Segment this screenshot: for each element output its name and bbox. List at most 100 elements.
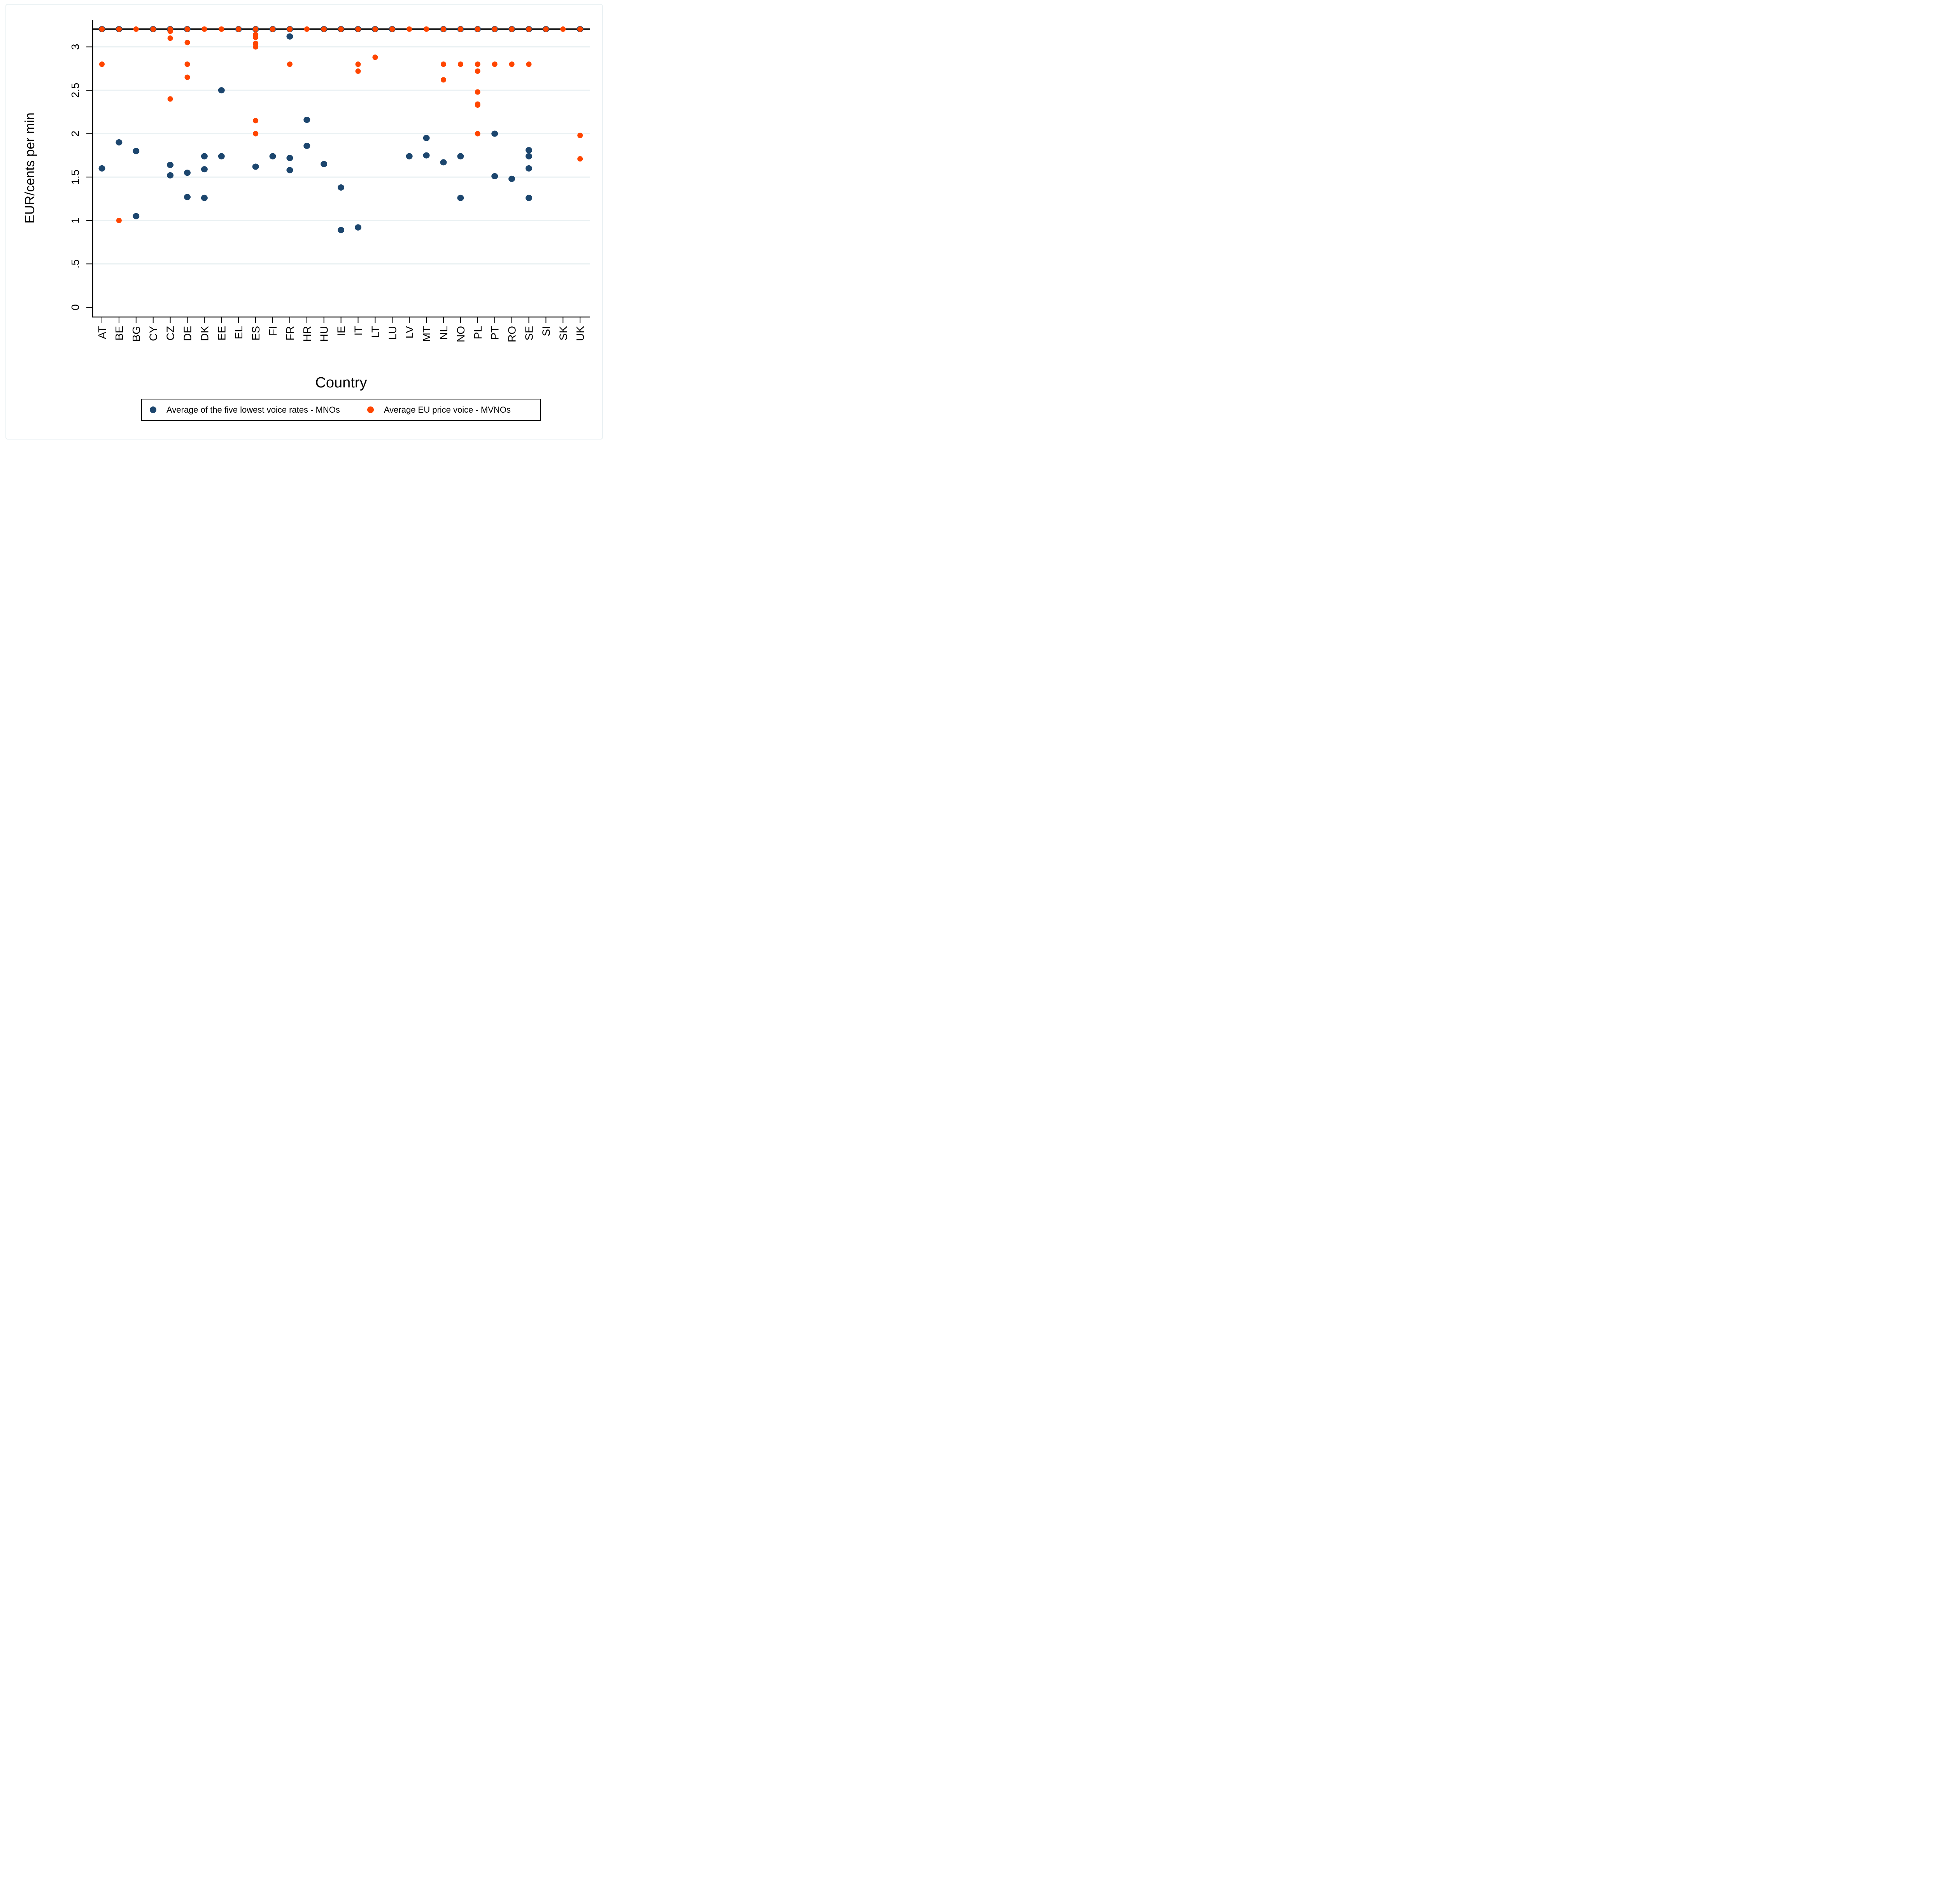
y-axis-title: EUR/cents per min [23, 112, 37, 223]
mvno-point-se [526, 61, 532, 67]
legend-label-mvnos: Average EU price voice - MVNOs [384, 405, 511, 415]
mvno-point-no [457, 26, 463, 32]
mvno-point-cz [167, 28, 173, 34]
y-tick-label: 1.5 [69, 170, 81, 185]
x-axis-title: Country [315, 375, 367, 391]
x-tick-label-se: SE [523, 326, 535, 340]
mvno-point-lt [372, 54, 378, 60]
mvno-point-hu [321, 26, 327, 32]
x-tick-label-at: AT [96, 326, 108, 339]
legend: Average of the five lowest voice rates -… [141, 399, 541, 421]
x-tick-label-nl: NL [438, 326, 450, 340]
x-tick-label-mt: MT [421, 326, 433, 342]
y-tick-label: .5 [69, 259, 81, 268]
x-tick-label-el: EL [233, 326, 245, 339]
mvno-point-es [253, 26, 259, 32]
mno-point-dk [201, 153, 208, 159]
mno-point-cz [167, 172, 174, 179]
mno-point-dk [201, 194, 208, 201]
x-tick-label-de: DE [182, 326, 194, 341]
gridlines [93, 46, 590, 264]
x-tick-label-cy: CY [147, 326, 159, 341]
x-tick-label-no: NO [455, 326, 467, 342]
mvno-point-uk [577, 26, 583, 32]
mno-point-pt [491, 130, 498, 137]
legend-marker-navy-dot-icon [150, 406, 156, 413]
mvno-point-pl [475, 61, 480, 67]
mvno-point-es [253, 44, 259, 50]
mno-point-hr [303, 116, 310, 123]
y-tick-label: 2.5 [69, 83, 81, 98]
mno-point-de [184, 170, 191, 176]
x-tick-label-bg: BG [130, 326, 142, 342]
mno-point-se [526, 165, 532, 172]
x-tick-label-ee: EE [216, 326, 228, 340]
scatter-chart: 0 .5 1 1.5 2 2.5 3 AT BE BG CY CZ DE DK EE EL ES FI FR HR H… [23, 20, 590, 391]
mvno-point-si [543, 26, 549, 32]
mno-point-no [457, 153, 464, 159]
mno-point-lv [406, 153, 413, 159]
mno-point-fi [269, 153, 276, 159]
mvno-point-nl [441, 61, 446, 67]
mvno-point-es [253, 118, 259, 124]
mvno-point-nl [441, 77, 446, 83]
mvno-point-mt [424, 26, 429, 32]
data-points [98, 26, 584, 233]
mvno-point-pt [492, 61, 498, 67]
mvno-point-uk [577, 156, 583, 162]
mvno-point-ro [509, 26, 515, 32]
mvno-point-it [355, 61, 361, 67]
mno-point-es [252, 163, 259, 170]
mno-point-ee [218, 87, 225, 94]
mvno-point-lu [389, 26, 395, 32]
mno-point-fr [286, 167, 293, 173]
mno-point-fr [286, 155, 293, 161]
mvno-point-lt [372, 26, 378, 32]
mvno-point-pl [475, 26, 480, 32]
mno-point-cz [167, 162, 174, 168]
mno-point-ie [338, 184, 345, 191]
mvno-point-de [184, 74, 190, 80]
mvno-point-ro [509, 61, 515, 67]
x-tick-label-sk: SK [557, 326, 569, 341]
mvno-point-uk [577, 133, 583, 138]
x-tick-label-dk: DK [198, 326, 210, 341]
x-tick-label-ie: IE [335, 326, 347, 336]
x-tick-label-be: BE [113, 326, 125, 340]
x-ticks: AT BE BG CY CZ DE DK EE EL ES FI FR HR HU IE IT LT LU LV MT… [96, 317, 586, 342]
y-tick-label: 2 [69, 131, 81, 137]
mvno-point-pt [492, 26, 498, 32]
mvno-point-pl [475, 68, 480, 74]
mvno-point-es [253, 131, 259, 137]
x-tick-label-lv: LV [403, 326, 415, 338]
mno-point-dk [201, 166, 208, 173]
mvno-point-cz [167, 96, 173, 102]
x-tick-label-pt: PT [489, 326, 501, 340]
mno-point-se [526, 153, 532, 159]
mvno-point-de [184, 26, 190, 32]
mvno-point-nl [441, 26, 446, 32]
mno-point-ro [508, 175, 515, 182]
mvno-point-no [457, 61, 463, 67]
mvno-point-fr [287, 26, 293, 32]
mvno-point-cy [150, 26, 156, 32]
mno-point-ee [218, 153, 225, 159]
mvno-point-it [355, 26, 361, 32]
mvno-point-it [355, 68, 361, 74]
y-tick-label: 1 [69, 217, 81, 224]
mno-point-bg [133, 213, 140, 219]
y-ticks: 0 .5 1 1.5 2 2.5 3 [69, 44, 93, 310]
mvno-point-lv [407, 26, 412, 32]
mno-point-it [355, 224, 361, 231]
mvno-point-de [184, 40, 190, 46]
x-tick-label-uk: UK [574, 326, 586, 341]
x-tick-label-fi: FI [267, 326, 279, 336]
mno-point-se [526, 194, 532, 201]
mvno-point-be [116, 217, 122, 223]
x-tick-label-es: ES [250, 326, 262, 340]
mno-point-nl [440, 159, 447, 166]
x-tick-label-si: SI [540, 326, 552, 336]
x-tick-label-lu: LU [386, 326, 398, 340]
x-tick-label-pl: PL [472, 326, 484, 339]
legend-label-mnos: Average of the five lowest voice rates -… [166, 405, 340, 415]
